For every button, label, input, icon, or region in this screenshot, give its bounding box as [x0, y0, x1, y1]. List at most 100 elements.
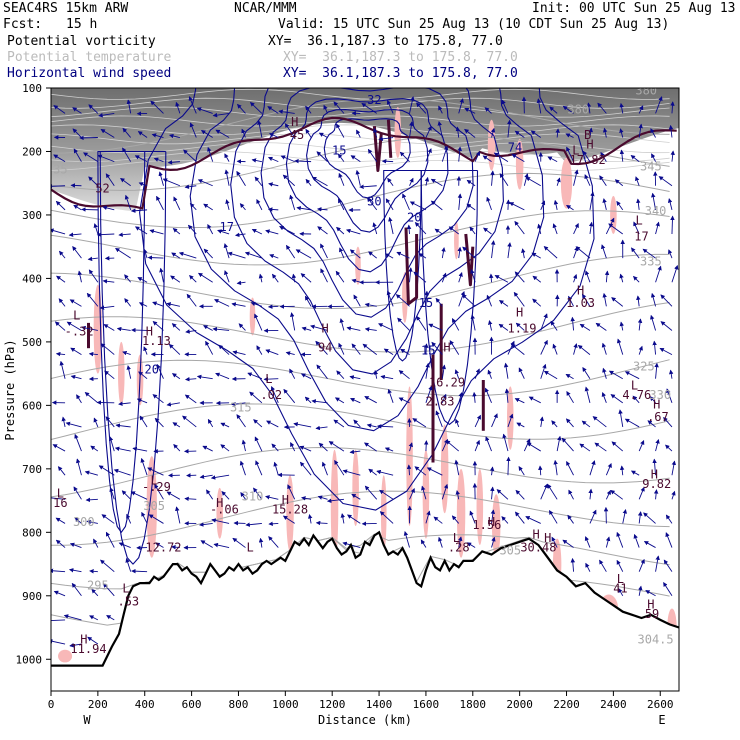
wind-vector	[310, 324, 328, 331]
wind-speed-contour	[99, 150, 167, 565]
wind-vector	[540, 200, 546, 211]
wind-vector	[215, 372, 230, 380]
wind-vector	[638, 585, 643, 596]
wind-vector	[637, 318, 643, 331]
wind-vector	[655, 221, 660, 235]
negative-pv-patch	[610, 195, 617, 234]
wind-vector	[251, 229, 263, 235]
wind-vector	[166, 402, 180, 407]
contour-label: L	[572, 144, 579, 158]
wind-vector	[514, 130, 525, 138]
wind-vector	[399, 151, 410, 162]
wind-vector	[638, 345, 643, 355]
wind-vector	[435, 297, 443, 307]
wind-vector	[425, 125, 432, 138]
wind-vector	[364, 327, 377, 332]
wind-vector	[96, 232, 115, 237]
wind-vector	[539, 416, 544, 428]
wind-vector	[565, 133, 574, 138]
wind-vector	[76, 458, 82, 476]
wind-vector	[130, 491, 148, 500]
wind-vector	[594, 442, 607, 452]
model-center: NCAR/MMM	[234, 1, 297, 16]
wind-vector	[406, 224, 412, 235]
wind-vector	[485, 436, 492, 452]
wind-vector	[454, 459, 460, 476]
contour-label: H	[488, 515, 495, 529]
wind-vector	[134, 155, 148, 163]
wind-vector	[633, 221, 640, 235]
wind-vector	[282, 174, 296, 187]
wind-vector	[152, 301, 164, 307]
wind-vector	[148, 514, 164, 524]
wind-vector	[156, 363, 164, 379]
wind-vector	[140, 457, 148, 476]
wind-vector	[106, 615, 115, 621]
wind-vector	[567, 514, 574, 524]
wind-vector	[551, 536, 558, 548]
wind-vector	[220, 422, 230, 428]
theta-contour	[51, 359, 670, 397]
wind-vector	[99, 305, 115, 310]
wind-vector	[561, 437, 574, 452]
wind-vector	[619, 128, 624, 138]
wind-vector	[315, 425, 328, 431]
wind-vector	[424, 343, 429, 355]
wind-vector	[206, 489, 214, 500]
wind-vector	[457, 536, 463, 548]
wind-vector	[555, 128, 560, 138]
negative-pv-patch	[476, 468, 484, 546]
wind-vector	[570, 316, 575, 331]
contour-label: 4.76	[622, 388, 651, 402]
wind-vector	[608, 223, 624, 235]
wind-vector	[526, 442, 541, 452]
wind-vector	[278, 109, 295, 114]
wind-vector	[320, 268, 328, 283]
wind-vector	[108, 436, 115, 452]
wind-vector	[323, 104, 328, 114]
wind-vector	[53, 105, 66, 114]
wind-vector	[600, 151, 607, 162]
wind-vector	[551, 420, 558, 428]
wind-vector	[372, 222, 378, 235]
y-tick-label: 200	[22, 145, 42, 158]
contour-label: 74	[508, 140, 522, 154]
wind-vector	[572, 273, 578, 283]
wind-vector	[287, 484, 296, 500]
wind-vector	[214, 299, 230, 307]
wind-vector	[215, 129, 230, 138]
contour-label: 295	[87, 578, 109, 592]
wind-vector	[647, 420, 656, 428]
wind-vector	[649, 396, 656, 404]
wind-vector	[491, 413, 498, 428]
wind-vector	[289, 368, 296, 379]
wind-vector	[249, 391, 263, 404]
wind-vector	[562, 539, 574, 548]
wind-vector	[565, 418, 574, 428]
x-tick-label: 2600	[647, 698, 674, 711]
contour-label: 20	[145, 363, 159, 377]
wind-vector	[249, 102, 263, 114]
wind-vector	[671, 490, 676, 500]
wind-vector	[579, 443, 591, 452]
wind-vector	[398, 397, 410, 404]
contour-label: 335	[640, 255, 662, 269]
wind-vector	[604, 270, 610, 283]
contour-label: 15	[419, 296, 433, 310]
wind-vector	[236, 170, 246, 186]
wind-speed-contour	[420, 169, 479, 425]
wind-vector	[196, 107, 213, 114]
wind-vector	[364, 396, 377, 404]
wind-vector	[98, 112, 115, 118]
wind-vector	[518, 367, 525, 379]
wind-vector	[494, 275, 509, 283]
wind-vector	[305, 105, 312, 114]
wind-vector	[543, 246, 558, 259]
wind-vector	[89, 615, 99, 621]
wind-vector	[211, 518, 230, 524]
wind-vector	[437, 120, 443, 138]
wind-vector	[212, 326, 230, 332]
wind-vector	[286, 244, 296, 259]
wind-vector	[653, 489, 659, 500]
